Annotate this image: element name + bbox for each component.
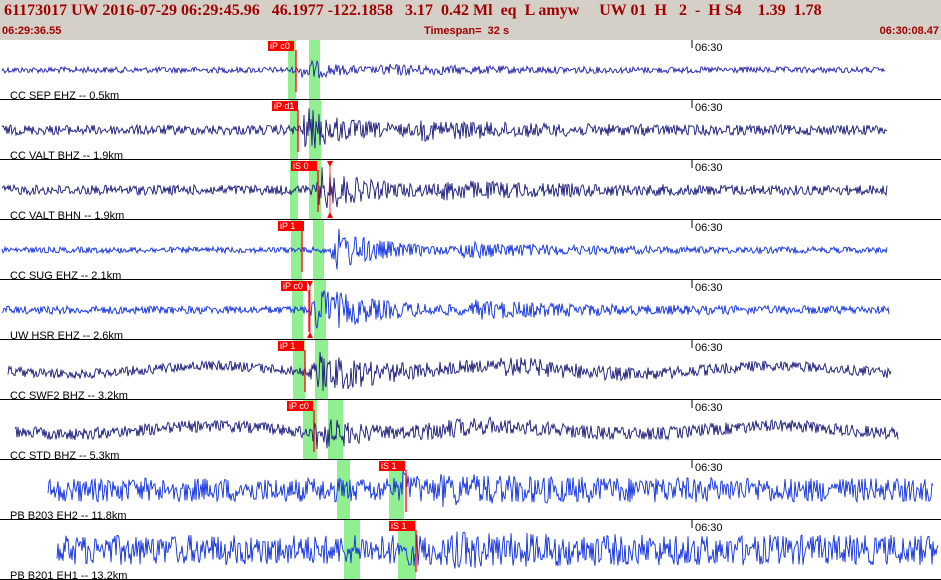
time-tick-label: 06:30 [695, 462, 723, 474]
station-label: PB B203 EH2 -- 11.8km [10, 510, 127, 522]
time-tick-label: 06:30 [695, 402, 723, 414]
pick-label-box [291, 161, 317, 171]
pick-window [398, 520, 416, 580]
pick-label: iS 1 [391, 521, 407, 531]
station-label: CC SEP EHZ -- 0.5km [10, 90, 119, 102]
pick-label-box [278, 221, 304, 231]
waveform-trace [1, 167, 888, 209]
station-label: CC SUG EHZ -- 2.1km [10, 270, 121, 282]
pick-window [328, 400, 343, 460]
pick-label: iP d1 [274, 101, 294, 111]
waveform-trace [1, 290, 890, 329]
pick-label: iS 1 [381, 461, 397, 471]
pick-window [309, 40, 320, 100]
waveform-trace [1, 228, 888, 270]
seismogram-plot: 06:30 iP c0 CC SEP EHZ -- 0.5km 06:30 iP d1 C… [0, 40, 941, 580]
time-tick-label: 06:30 [695, 522, 723, 534]
pick-marker-top [327, 161, 333, 167]
pick-label-box [272, 101, 298, 111]
pick-label-box [287, 401, 313, 411]
pick-marker-top [307, 281, 313, 287]
pick-label: iP 1 [280, 221, 295, 231]
pick-label: iP c0 [283, 281, 303, 291]
station-label: CC VALT BHZ -- 1.9km [10, 150, 123, 162]
station-label: CC VALT BHN -- 1.9km [10, 210, 124, 222]
pick-label-box [278, 341, 304, 351]
time-tick-label: 06:30 [695, 222, 723, 234]
pick-label: iS 0 [293, 161, 309, 171]
pick-label: iP c0 [289, 401, 309, 411]
event-title: 61173017 UW 2016-07-29 06:29:45.96 46.19… [4, 2, 822, 19]
pick-window [314, 280, 326, 340]
pick-label-box [379, 461, 405, 471]
time-tick-label: 06:30 [695, 42, 723, 54]
waveform-trace [1, 59, 886, 79]
pick-label-box [281, 281, 307, 291]
pick-window [293, 340, 305, 400]
time-tick-label: 06:30 [695, 282, 723, 294]
end-time: 06:30:08.47 [879, 25, 939, 37]
time-tick-label: 06:30 [695, 342, 723, 354]
station-label: UW HSR EHZ -- 2.6km [10, 330, 123, 342]
waveform-trace [47, 470, 934, 508]
timespan: Timespan= 32 s [424, 25, 510, 37]
pick-marker-bottom [307, 332, 313, 338]
waveform-trace [56, 531, 939, 569]
header-bar: 61173017 UW 2016-07-29 06:29:45.96 46.19… [0, 0, 941, 40]
pick-window [315, 340, 328, 400]
pick-window [288, 40, 296, 100]
pick-label: iP 1 [280, 341, 295, 351]
pick-label-box [268, 41, 294, 51]
station-label: CC SWF2 BHZ -- 3.2km [10, 390, 128, 402]
pick-marker-bottom [327, 212, 333, 218]
pick-label: iP c0 [270, 41, 290, 51]
waveform-trace [7, 351, 892, 392]
station-label: CC STD BHZ -- 5.3km [10, 450, 119, 462]
waveform-trace [14, 416, 899, 450]
time-tick-label: 06:30 [695, 102, 723, 114]
station-label: PB B201 EH1 -- 13.2km [10, 570, 127, 580]
time-tick-label: 06:30 [695, 162, 723, 174]
waveform-trace [1, 108, 888, 149]
start-time: 06:29:36.55 [2, 25, 62, 37]
pick-window [389, 460, 404, 520]
pick-label-box [389, 521, 415, 531]
